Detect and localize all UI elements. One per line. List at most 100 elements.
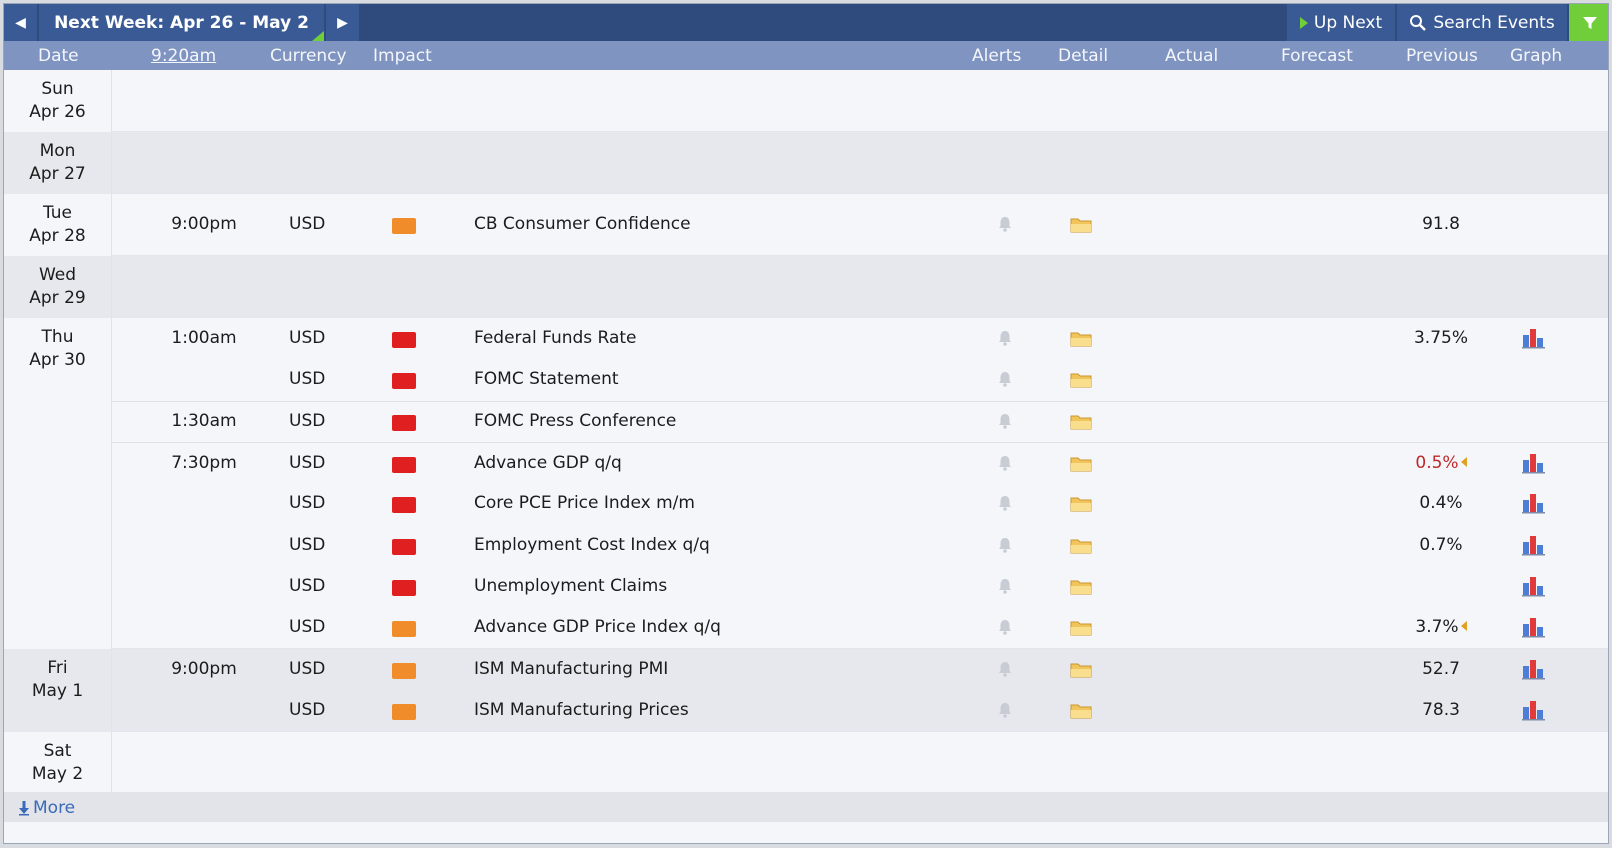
alert-bell-icon[interactable]	[997, 412, 1013, 435]
detail-folder-icon[interactable]	[1070, 661, 1092, 684]
event-previous: 0.5%	[1366, 453, 1516, 473]
alert-bell-icon[interactable]	[997, 370, 1013, 393]
graph-icon[interactable]	[1521, 452, 1547, 479]
event-row[interactable]: 7:30pm USD Advance GDP q/q 0.5%	[112, 442, 1608, 484]
day-date: May 2	[31, 763, 84, 784]
detail-folder-icon[interactable]	[1070, 495, 1092, 518]
event-currency: USD	[289, 658, 326, 679]
alert-bell-icon[interactable]	[997, 494, 1013, 517]
graph-icon[interactable]	[1521, 616, 1547, 643]
event-previous: 78.3	[1366, 700, 1516, 720]
event-title[interactable]: ISM Manufacturing PMI	[474, 658, 669, 679]
more-label: More	[33, 798, 76, 818]
event-previous: 0.7%	[1366, 535, 1516, 555]
event-title[interactable]: Employment Cost Index q/q	[474, 534, 710, 555]
day-of-week: Wed	[38, 265, 77, 285]
day-of-week: Fri	[47, 658, 68, 679]
detail-folder-icon[interactable]	[1070, 455, 1092, 478]
event-row[interactable]: 1:30am USD FOMC Press Conference	[112, 400, 1608, 443]
detail-folder-icon[interactable]	[1070, 702, 1092, 725]
alert-bell-icon[interactable]	[997, 701, 1013, 724]
week-selector[interactable]: Next Week: Apr 26 - May 2	[39, 4, 324, 41]
event-currency: USD	[289, 369, 326, 390]
graph-icon[interactable]	[1521, 658, 1547, 685]
event-time: 9:00pm	[171, 658, 237, 679]
event-row[interactable]: USD Advance GDP Price Index q/q 3.7%	[112, 608, 1608, 649]
alert-bell-icon[interactable]	[997, 660, 1013, 683]
detail-folder-icon[interactable]	[1070, 413, 1092, 436]
alert-bell-icon[interactable]	[997, 536, 1013, 559]
column-currency: Currency	[270, 46, 347, 66]
previous-week-button[interactable]: ◀	[4, 4, 37, 41]
detail-folder-icon[interactable]	[1070, 330, 1092, 353]
event-title[interactable]: Advance GDP Price Index q/q	[474, 617, 721, 638]
alert-bell-icon[interactable]	[997, 329, 1013, 352]
current-time-link[interactable]: 9:20am	[151, 46, 217, 66]
revision-arrow-icon[interactable]	[1460, 456, 1467, 467]
graph-icon[interactable]	[1521, 327, 1547, 354]
search-events-button[interactable]: Search Events	[1397, 4, 1567, 41]
event-title[interactable]: Core PCE Price Index m/m	[474, 493, 695, 514]
event-title[interactable]: FOMC Statement	[474, 369, 619, 390]
next-week-button[interactable]: ▶	[326, 4, 359, 41]
column-previous: Previous	[1406, 46, 1478, 66]
alert-bell-icon[interactable]	[997, 215, 1013, 238]
event-title[interactable]: Unemployment Claims	[474, 576, 668, 597]
graph-icon[interactable]	[1521, 575, 1547, 602]
column-forecast: Forecast	[1281, 46, 1353, 66]
event-time: 1:00am	[171, 327, 237, 348]
high-impact-icon	[392, 538, 416, 555]
day-of-week: Tue	[42, 203, 73, 223]
event-title[interactable]: FOMC Press Conference	[474, 411, 677, 432]
graph-icon[interactable]	[1521, 699, 1547, 726]
event-row[interactable]: 1:00am USD Federal Funds Rate 3.75%	[112, 318, 1608, 359]
detail-folder-icon[interactable]	[1070, 537, 1092, 560]
high-impact-icon	[392, 415, 416, 432]
previous-value: 52.7	[1422, 658, 1460, 679]
event-title[interactable]: Federal Funds Rate	[474, 327, 637, 348]
detail-folder-icon[interactable]	[1070, 216, 1092, 239]
alert-bell-icon[interactable]	[997, 618, 1013, 641]
day-cell: Wed Apr 29	[4, 256, 112, 318]
event-currency: USD	[289, 327, 326, 348]
filter-button[interactable]	[1569, 4, 1608, 41]
up-next-button[interactable]: Up Next	[1287, 4, 1395, 41]
day-group: Thu Apr 30 1:00am USD Federal Funds Rate 3.75…	[4, 318, 1608, 650]
event-title[interactable]: ISM Manufacturing Prices	[474, 700, 689, 721]
event-row[interactable]: USD Core PCE Price Index m/m 0.4%	[112, 484, 1608, 525]
detail-folder-icon[interactable]	[1070, 371, 1092, 394]
event-row[interactable]: 9:00pm USD ISM Manufacturing PMI 52.7	[112, 649, 1608, 690]
column-alerts: Alerts	[972, 46, 1022, 66]
day-of-week: Thu	[41, 327, 74, 347]
event-row[interactable]: 9:00pm USD CB Consumer Confidence 91.8	[112, 194, 1608, 256]
event-currency: USD	[289, 493, 326, 514]
graph-icon[interactable]	[1521, 534, 1547, 561]
search-icon	[1410, 14, 1427, 31]
event-title[interactable]: CB Consumer Confidence	[474, 214, 691, 234]
event-currency: USD	[289, 576, 326, 597]
day-date: Apr 27	[29, 164, 86, 184]
more-button[interactable]: More	[18, 798, 75, 818]
event-row[interactable]: USD ISM Manufacturing Prices 78.3	[112, 691, 1608, 732]
high-impact-icon	[392, 497, 416, 514]
day-group: Tue Apr 28 9:00pm USD CB Consumer Confidence…	[4, 194, 1608, 256]
event-currency: USD	[289, 411, 326, 432]
event-row[interactable]: USD FOMC Statement	[112, 359, 1608, 400]
detail-folder-icon[interactable]	[1070, 619, 1092, 642]
detail-folder-icon[interactable]	[1070, 578, 1092, 601]
medium-impact-icon	[392, 621, 416, 638]
alert-bell-icon[interactable]	[997, 577, 1013, 600]
event-row[interactable]: USD Employment Cost Index q/q 0.7%	[112, 525, 1608, 566]
medium-impact-icon	[392, 704, 416, 721]
event-previous: 91.8	[1366, 214, 1516, 234]
day-group: Sun Apr 26	[4, 70, 1608, 132]
event-time: 7:30pm	[171, 452, 237, 473]
previous-value: 78.3	[1422, 700, 1460, 721]
event-row[interactable]: USD Unemployment Claims	[112, 566, 1608, 607]
event-title[interactable]: Advance GDP q/q	[474, 452, 622, 473]
revision-arrow-icon[interactable]	[1460, 621, 1467, 632]
event-previous: 3.7%	[1366, 617, 1516, 637]
previous-value: 0.7%	[1419, 534, 1463, 555]
graph-icon[interactable]	[1521, 492, 1547, 519]
alert-bell-icon[interactable]	[997, 454, 1013, 477]
